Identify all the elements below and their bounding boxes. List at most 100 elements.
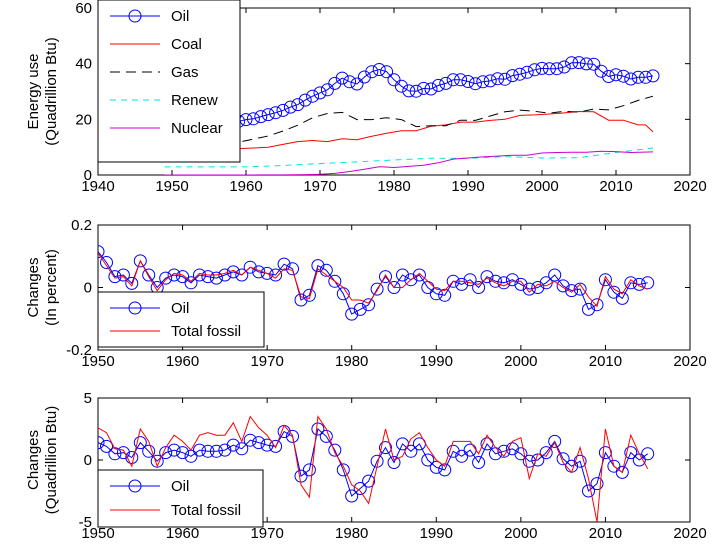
series-point-oil [594,64,608,78]
series-point-oil [283,100,297,114]
series-point-oil [498,72,512,86]
series-point-oil [184,276,198,290]
x-tick-label: 2020 [673,178,706,195]
x-tick-label: 1970 [303,178,336,195]
x-tick-label: 1970 [250,353,283,370]
series-point-oil [176,446,190,460]
series-point-oil [590,477,604,491]
chart-panel-2: 1950 1960 1970 1980 1990 2000 2010 2020 -0.2 0 0.2… [25,217,707,370]
legend: Oil Total fossil [97,291,265,348]
series-point-oil [421,453,435,467]
series-point-oil [98,245,105,259]
x-tick-label: 1960 [166,353,199,370]
y-axis-label-units: (Quadrillion Btu) [43,406,60,514]
series-point-oil [365,65,379,79]
series-point-oil [302,463,316,477]
series-point-oil [336,463,350,477]
x-tick-label: 1980 [335,525,368,542]
series-point-oil [159,446,173,460]
series-point-oil [350,77,364,91]
series-point-oil [159,271,173,285]
series-point-oil [252,265,266,279]
series-point-oil [615,291,629,305]
series-point-oil [343,75,357,89]
x-tick-label: 2010 [589,525,622,542]
series-point-oil [556,452,570,466]
series-point-oil [235,442,249,456]
series-point-oil [193,443,206,457]
series-point-oil [454,73,468,87]
series-point-oil [429,460,443,474]
series-point-oil [624,72,638,86]
series-point-oil [587,57,601,71]
legend-marker [128,301,142,315]
series-point-oil [328,274,342,288]
series-point-oil [514,447,528,461]
series-point-oil [379,270,392,284]
series-point-oil [455,277,469,291]
series-point-oil [269,106,283,120]
series-point-oil [542,62,556,76]
x-tick-label: 2000 [504,353,537,370]
x-tick-label: 1950 [81,525,114,542]
series-point-oil [535,61,549,75]
x-tick-label: 1990 [420,353,453,370]
x-tick-label: 1960 [166,525,199,542]
series-point-oil [226,265,240,279]
series-point-oil [379,441,392,455]
x-tick-label: 1960 [229,178,262,195]
x-tick-label: 1990 [451,178,484,195]
series-line-total-fossil [98,252,648,308]
series-line-gas [164,95,654,161]
series-point-oil [489,274,502,288]
series-point-oil [387,456,401,469]
y-axis-label: Changes [25,430,42,490]
series-point-oil [624,276,638,290]
series-point-oil [573,282,587,296]
y-tick-label: 0.2 [71,217,92,234]
series-point-oil [362,474,376,488]
legend-box [97,469,264,528]
series-point-oil [439,76,453,90]
series-point-oil [252,436,266,450]
series-point-oil [624,446,638,460]
series-point-oil [209,271,223,285]
series-point-oil [631,70,645,84]
series-point-oil [579,57,593,71]
series-point-oil [387,73,401,87]
series-point-oil [472,456,486,469]
series-point-oil [582,302,595,316]
series-point-oil [590,298,604,312]
series-point-oil [505,273,519,287]
series-point-oil [598,446,612,460]
chart-panel-3: 1950 1960 1970 1980 1990 2000 2010 2020 -5 0 5 Chan… [25,390,707,542]
series-point-oil [582,484,595,498]
series-point-oil [602,70,616,83]
series-point-oil [260,266,274,280]
series-point-oil [548,434,562,448]
series-point-oil [353,482,367,495]
series-point-oil [269,439,283,453]
legend: Oil Coal Gas Renew Nuclear [97,0,241,163]
y-tick-label: 0 [84,452,92,469]
series-point-oil [167,443,181,457]
series-point-oil [142,444,156,458]
series-point-oil [353,302,367,316]
series-line-coal [164,110,654,150]
legend-label-coal: Coal [171,36,202,53]
legend-label-total-fossil: Total fossil [171,323,241,340]
series-point-oil [116,268,130,282]
series-point-oil [370,282,384,296]
series-point-oil [362,298,376,312]
series-point-oil [607,459,621,473]
legend-marker [128,479,142,493]
series-point-oil [480,270,494,284]
y-tick-label: 20 [75,111,92,128]
series-point-oil [404,273,418,287]
series-point-oil [513,67,527,81]
series-point-oil [246,112,260,126]
series-point-oil [226,438,240,452]
series-point-oil [609,68,623,82]
series-group [98,245,655,321]
series-point-oil [438,463,452,477]
